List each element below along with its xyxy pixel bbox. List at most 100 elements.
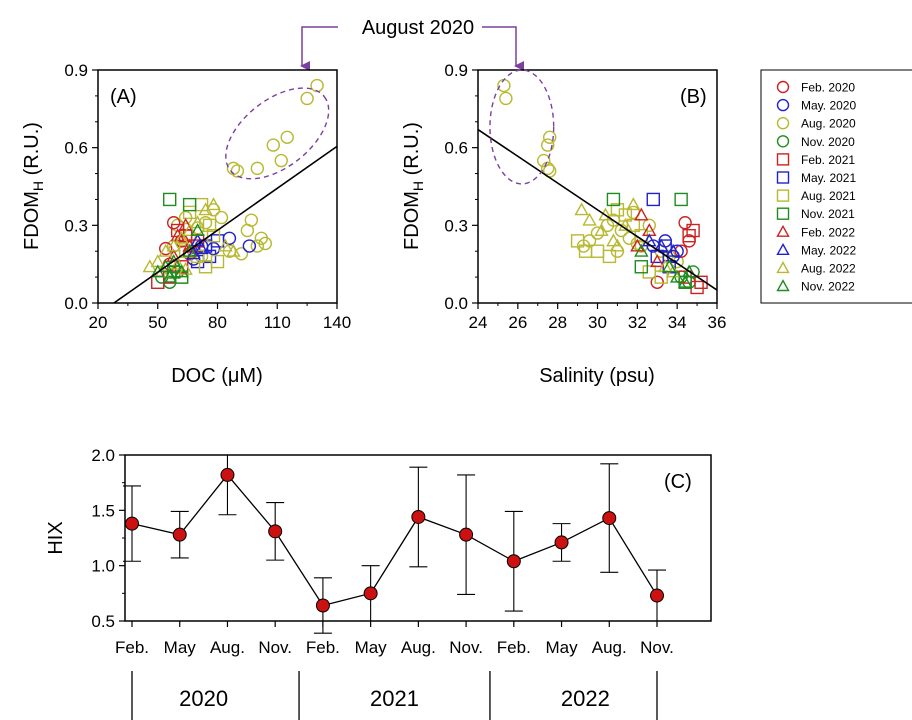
panel-a-point-0-25 [178, 210, 193, 225]
panel-a-point-10-9 [218, 238, 233, 252]
panel-c-xtick-label-10: Aug. [592, 638, 627, 657]
panel-b-ticks: 24 26 28 30 32 34 36 0.0 0.3 0.6 0.9 [444, 61, 726, 332]
panel-a-point-0-5 [250, 161, 265, 176]
panel-b-point-3-2 [686, 265, 700, 279]
legend-label-9: May. 2022 [801, 243, 856, 257]
panel-b-point-8-2 [630, 238, 645, 252]
panel-c-ylabel: HIX [45, 521, 67, 554]
panel-a-label: (A) [110, 86, 137, 108]
annotation-arrow-a [300, 26, 338, 71]
legend-label-6: Aug. 2021 [801, 189, 856, 203]
panel-b-point-6-8 [642, 265, 656, 279]
panel-c-plot [123, 454, 666, 634]
panel-c-point-8 [506, 554, 521, 569]
panel-a-point-0-13 [214, 210, 229, 225]
panel-b-xtick-label-1: 26 [508, 313, 527, 332]
panel-a-xtick-label-1: 50 [148, 313, 167, 332]
legend-label-7: Nov. 2021 [801, 207, 855, 221]
panel-a-point-10-8 [206, 197, 221, 211]
panel-c-point-11 [650, 588, 664, 603]
panel-b-point-9-1 [654, 238, 669, 252]
legend-marker-11 [776, 279, 790, 292]
panel-c-xtick-label-11: Nov. [640, 638, 674, 657]
legend-marker-4 [776, 153, 790, 166]
panel-b-point-0-21 [642, 218, 656, 233]
panel-a-point-0-20 [234, 247, 249, 261]
panel-c-year-label-0: 2020 [179, 686, 228, 711]
panel-c-point-6 [411, 509, 426, 524]
panel-b-point-8-3 [650, 254, 665, 268]
panel-a-point-10-5 [182, 223, 197, 237]
panel-c-years: 2020 2021 2022 [131, 671, 658, 720]
panel-a-ytick-label-3: 0.9 [64, 61, 88, 80]
panel-b-point-7-0 [606, 192, 621, 207]
panel-a-point-11-4 [174, 264, 189, 278]
panel-a-point-10-6 [190, 215, 205, 229]
panel-b-ytick-label-2: 0.6 [444, 139, 468, 158]
annotation-arrow-b [482, 26, 524, 71]
panel-c-label: (C) [664, 471, 692, 493]
panel-c-ytick-label-1: 1.0 [91, 557, 115, 576]
legend-marker-9 [776, 242, 790, 256]
panel-c-xtick-label-4: Feb. [306, 638, 340, 657]
panel-c-point-10 [602, 511, 617, 526]
panel-a-point-6-6 [210, 254, 225, 269]
panel-b-point-6-2 [626, 218, 641, 233]
panel-a-point-10-4 [174, 230, 189, 244]
panel-c-year-label-1: 2021 [370, 686, 419, 711]
panel-c-xtick-label-1: May [164, 638, 197, 657]
panel-b-point-7-1 [674, 192, 688, 207]
panel-c-point-2 [220, 467, 235, 482]
panel-c-xtick-label-2: Aug. [210, 638, 245, 657]
panel-a-point-1-0 [166, 216, 181, 230]
panel-b: (B) FDOMH (R.U.) Salinity (psu) 24 26 28 30… [401, 61, 726, 387]
legend-marker-8 [776, 224, 790, 237]
panel-b-point-0-5 [541, 161, 555, 176]
panel-c-ticks: 0.5 1.0 1.5 2.0 Feb. May Aug. Nov. Feb. May Aug. No… [91, 446, 673, 657]
panel-a-point-1-1 [159, 241, 173, 256]
panel-c-xtick-label-5: May [355, 638, 388, 657]
panel-c-ytick-label-0: 0.5 [91, 612, 115, 631]
legend-marker-1 [776, 98, 790, 112]
panel-b-point-6-4 [570, 234, 585, 248]
panel-a-point-11-3 [162, 269, 177, 283]
panel-b-ytick-label-3: 0.9 [444, 61, 468, 80]
panel-b-xtick-label-2: 28 [548, 313, 567, 332]
panel-a-point-2-1 [222, 231, 237, 245]
legend-marker-0 [776, 80, 790, 94]
panel-b-point-6-7 [602, 249, 617, 264]
panel-c-point-3 [268, 524, 283, 539]
panel-a-ytick-label-1: 0.3 [64, 216, 88, 235]
panel-c-xtick-label-7: Nov. [449, 638, 483, 657]
panel-b-point-7-2 [634, 260, 649, 274]
panel-a-plot [113, 78, 338, 304]
legend-marker-5 [776, 171, 790, 184]
panel-a-xtick-label-0: 20 [89, 313, 108, 332]
panel-a-point-10-3 [166, 238, 181, 252]
panel-b-point-4-1 [682, 228, 696, 243]
panel-c-point-5 [363, 586, 378, 601]
panel-a-point-2-0 [242, 239, 257, 253]
panel-c-xtick-label-8: Feb. [497, 638, 531, 657]
legend-label-8: Feb. 2022 [801, 225, 855, 239]
panel-c-point-4 [315, 598, 330, 613]
panel-b-point-11-0 [634, 243, 649, 257]
panel-c-xtick-label-9: May [545, 638, 578, 657]
panel-b-point-10-1 [582, 212, 597, 226]
panel-a-point-7-1 [182, 197, 197, 212]
legend-marker-7 [776, 207, 790, 220]
panel-a-point-0-7 [230, 164, 245, 178]
panel-a-point-6-7 [198, 260, 213, 274]
panel-b-xtick-label-4: 32 [628, 313, 647, 332]
panel-a-point-0-6 [226, 161, 241, 176]
panel-b-regression-line [477, 128, 718, 291]
panel-b-point-6-1 [618, 208, 633, 222]
panel-a-xtick-label-2: 80 [208, 313, 227, 332]
panel-b-point-1-3 [650, 275, 664, 289]
panel-c-xtick-label-3: Nov. [258, 638, 292, 657]
panel-b-plot [477, 69, 718, 295]
panel-b-point-10-0 [574, 202, 589, 216]
panel-a-ytick-label-0: 0.0 [64, 294, 88, 313]
legend-label-3: Nov. 2020 [801, 135, 855, 149]
